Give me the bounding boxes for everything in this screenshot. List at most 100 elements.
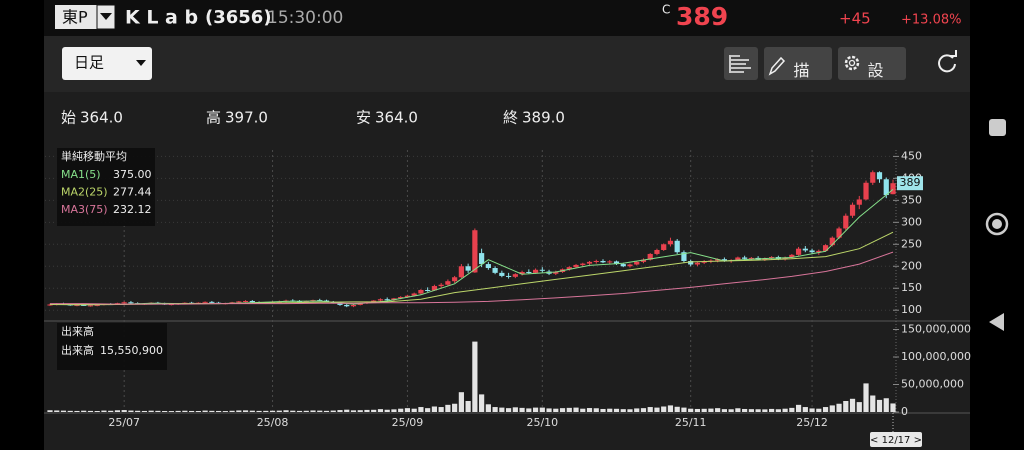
moving-average-line bbox=[50, 251, 894, 305]
volume-bar bbox=[479, 394, 485, 412]
recent-apps-button[interactable] bbox=[989, 119, 1006, 136]
volume-bar bbox=[701, 408, 707, 412]
price-change-pct: +13.08% bbox=[901, 13, 961, 28]
candle-body bbox=[802, 248, 808, 251]
volume-bar bbox=[661, 406, 667, 412]
volume-bar bbox=[263, 410, 269, 412]
candle-body bbox=[634, 261, 640, 265]
market-label: 東P bbox=[62, 8, 88, 27]
volume-bar bbox=[870, 395, 876, 412]
volume-bar bbox=[829, 405, 835, 412]
candle-body bbox=[586, 261, 593, 264]
ohlc-label: 安 bbox=[356, 109, 371, 127]
candle-body bbox=[816, 250, 822, 253]
candle-body bbox=[742, 257, 748, 259]
candle-body bbox=[485, 264, 491, 269]
volume-bar bbox=[546, 408, 552, 412]
market-select[interactable]: 東P bbox=[55, 4, 116, 30]
button-bg bbox=[764, 47, 832, 80]
y-tick-label: 150 bbox=[901, 281, 922, 294]
candle-body bbox=[809, 250, 815, 253]
volume-legend-value: 15,550,900 bbox=[100, 344, 163, 357]
legend-value: 375.00 bbox=[113, 168, 152, 181]
indicator-button[interactable] bbox=[724, 47, 758, 80]
volume-legend-name: 出来高 bbox=[61, 343, 94, 357]
volume-bar bbox=[141, 410, 148, 412]
settings-button[interactable]: 設定 bbox=[838, 47, 906, 98]
volume-bar bbox=[627, 409, 633, 412]
candle-body bbox=[526, 271, 532, 273]
candle-body bbox=[539, 269, 545, 271]
volume-bar bbox=[769, 408, 775, 412]
candle-body bbox=[883, 179, 889, 196]
candle-body bbox=[74, 304, 80, 306]
ohlc-value: 397.0 bbox=[225, 109, 268, 127]
volume-bar bbox=[209, 410, 215, 412]
volume-bar bbox=[445, 404, 451, 412]
volume-bar bbox=[742, 408, 748, 412]
volume-tick-label: 100,000,000 bbox=[901, 350, 971, 363]
volume-bar bbox=[553, 408, 559, 412]
volume-bar bbox=[67, 410, 73, 412]
legend-name: MA3(75) bbox=[61, 203, 108, 216]
draw-button[interactable]: 描画 bbox=[764, 47, 832, 98]
candle-body bbox=[519, 271, 525, 275]
price-tag-label: 389 bbox=[900, 176, 921, 189]
candle-body bbox=[607, 261, 613, 263]
candle-body bbox=[499, 272, 505, 276]
period-select[interactable]: 日足 bbox=[62, 47, 152, 80]
refresh-icon bbox=[938, 54, 956, 73]
volume-bar bbox=[600, 408, 606, 412]
candle-body bbox=[701, 261, 707, 263]
volume-bar bbox=[74, 410, 80, 412]
volume-tick-label: 150,000,000 bbox=[901, 323, 971, 336]
volume-bar bbox=[890, 403, 896, 412]
candle-body bbox=[856, 199, 862, 205]
legend-value: 277.44 bbox=[113, 186, 152, 199]
settings-label: 設定 bbox=[865, 62, 884, 98]
volume-bar bbox=[236, 410, 242, 412]
volume-bar bbox=[189, 410, 195, 412]
candle-body bbox=[532, 269, 539, 273]
candle-body bbox=[769, 257, 775, 259]
volume-bar bbox=[755, 409, 761, 412]
volume-bar bbox=[135, 410, 141, 412]
candle-body bbox=[404, 295, 411, 298]
volume-bar bbox=[472, 341, 478, 412]
candle-body bbox=[721, 259, 727, 261]
home-button[interactable] bbox=[985, 212, 1009, 236]
volume-bar bbox=[162, 411, 168, 412]
candle-body bbox=[553, 271, 559, 274]
volume-bar bbox=[290, 410, 296, 412]
volume-bar bbox=[296, 410, 303, 412]
refresh-button[interactable] bbox=[938, 50, 957, 73]
volume-bar bbox=[249, 410, 255, 412]
volume-bar bbox=[708, 408, 714, 412]
volume-bar bbox=[586, 408, 593, 412]
header-bar bbox=[44, 0, 970, 36]
volume-bar bbox=[101, 410, 107, 412]
volume-bar bbox=[789, 407, 795, 412]
ohlc-label: 高 bbox=[206, 109, 221, 127]
volume-bar bbox=[276, 410, 282, 412]
volume-bar bbox=[364, 409, 370, 412]
stock-code: (3656) bbox=[205, 7, 272, 28]
legend-name: MA2(25) bbox=[61, 186, 108, 199]
volume-bar bbox=[748, 409, 754, 412]
volume-bar bbox=[580, 408, 586, 412]
market-box bbox=[55, 5, 97, 29]
candle-body bbox=[694, 262, 701, 265]
clip: 描画 bbox=[791, 62, 810, 80]
candle-body bbox=[121, 302, 127, 304]
ohlc-label: 終 bbox=[503, 109, 518, 127]
candle-body bbox=[640, 259, 647, 262]
volume-bar bbox=[775, 409, 781, 412]
volume-bar bbox=[431, 406, 438, 412]
candle-body bbox=[505, 275, 512, 277]
volume-bar bbox=[688, 408, 694, 412]
back-button[interactable] bbox=[989, 313, 1004, 331]
candle-body bbox=[242, 300, 249, 302]
volume-bar bbox=[512, 407, 518, 412]
volume-bar bbox=[492, 407, 498, 412]
